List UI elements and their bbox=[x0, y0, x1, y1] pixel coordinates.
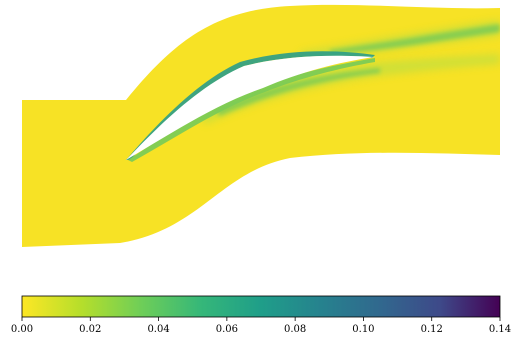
colorbar-tick-label: 0.08 bbox=[284, 324, 306, 335]
colorbar-tick-label: 0.02 bbox=[79, 324, 101, 335]
colorbar-tick-label: 0.14 bbox=[489, 324, 511, 335]
colorbar-tick-label: 0.12 bbox=[421, 324, 443, 335]
blade-gap bbox=[126, 55, 374, 160]
lower-wake-core bbox=[215, 68, 380, 116]
colorbar-tick-label: 0.00 bbox=[11, 324, 33, 335]
colorbar-tick-label: 0.04 bbox=[147, 324, 169, 335]
colorbar-tick-label: 0.10 bbox=[352, 324, 374, 335]
colorbar-tick-label: 0.06 bbox=[216, 324, 238, 335]
flow-field bbox=[22, 4, 500, 247]
upper-wake-core bbox=[330, 24, 500, 54]
colorbar-ticks: 0.00 0.02 0.04 0.06 0.08 0.10 0.12 0.14 bbox=[11, 317, 511, 335]
colorbar-bar bbox=[21, 295, 501, 318]
colorbar: 0.00 0.02 0.04 0.06 0.08 0.10 0.12 0.14 bbox=[11, 295, 511, 335]
